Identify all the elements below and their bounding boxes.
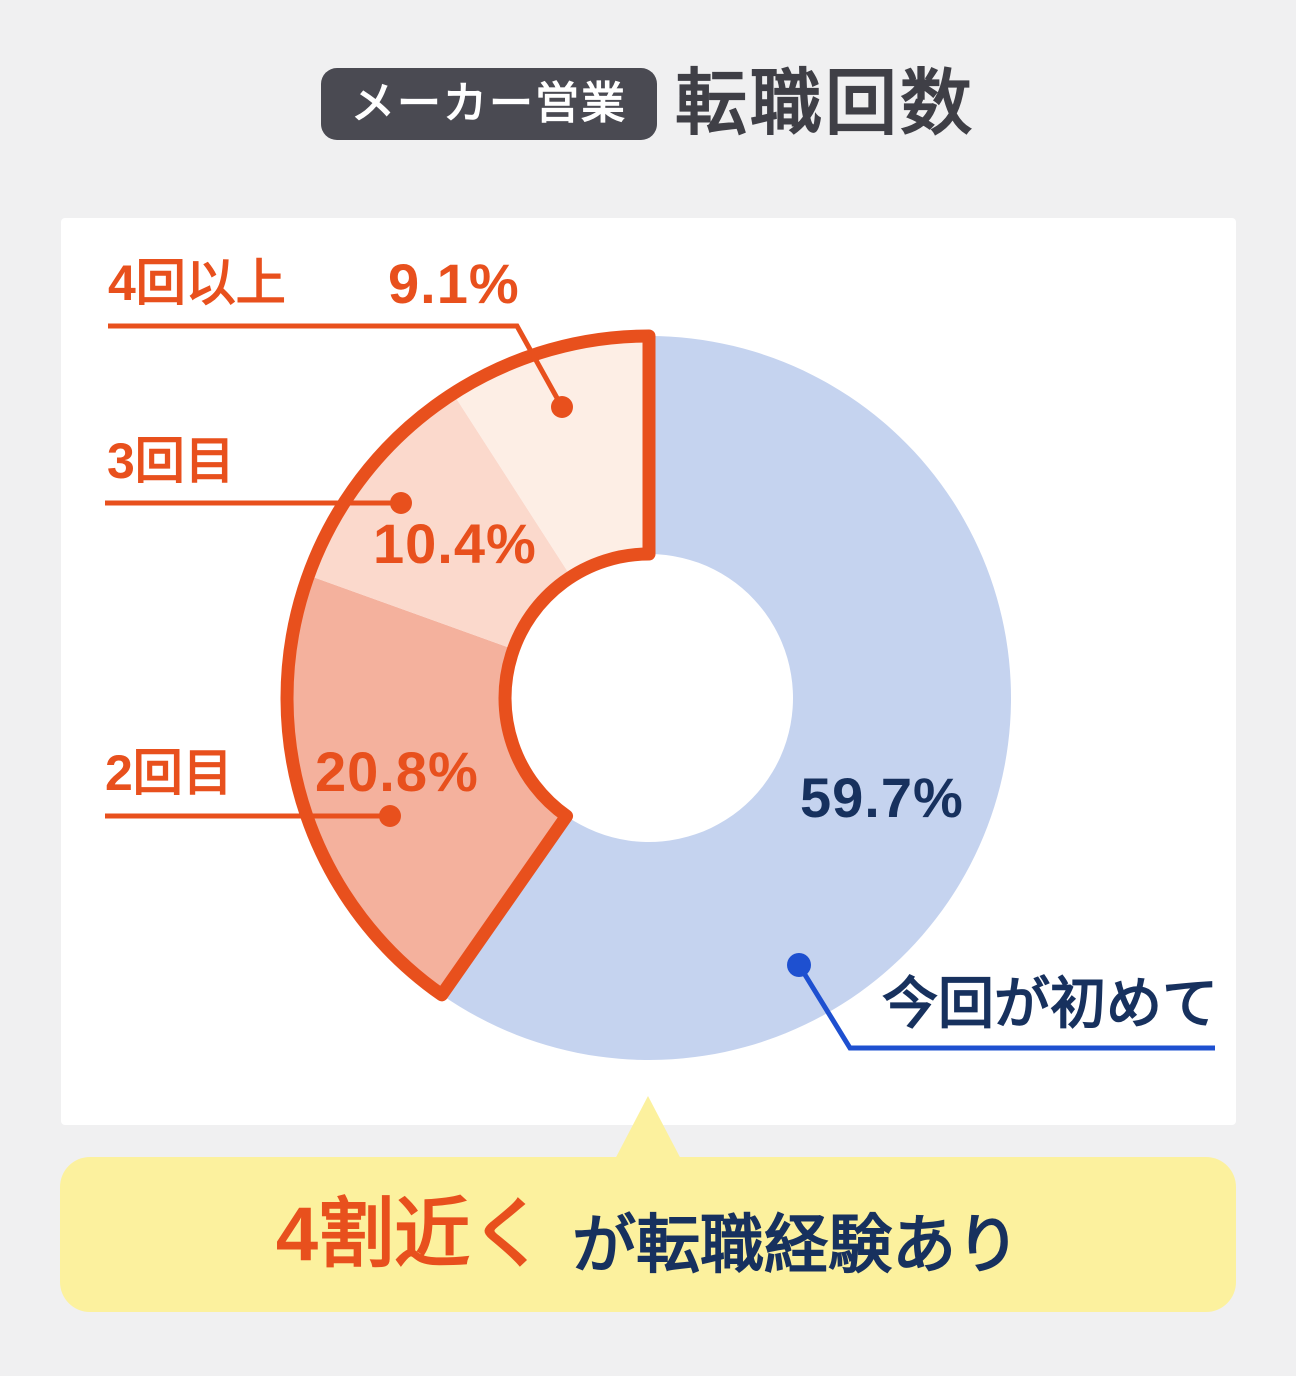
- page-header: メーカー営業 転職回数: [0, 68, 1296, 140]
- callout-highlight-text: 4割近く: [275, 1192, 547, 1277]
- label-fourth: 4回以上: [108, 255, 286, 311]
- label-second: 2回目: [105, 745, 233, 801]
- leader-line-first-time: [796, 963, 1215, 1051]
- callout-pointer: [613, 1096, 683, 1163]
- leader-dot-second: [379, 805, 401, 827]
- leader-dot-first-time: [787, 953, 811, 977]
- label-first-time: 今回が初めて: [882, 972, 1218, 1035]
- leader-line-fourth: [108, 323, 565, 409]
- page-title: 転職回数: [674, 64, 975, 144]
- label-third: 3回目: [107, 433, 235, 489]
- pct-third: 10.4%: [373, 512, 537, 575]
- donut-segment-first-time: [441, 336, 1012, 1060]
- leader-dot-third: [390, 492, 412, 514]
- callout-banner: 4割近く が転職経験あり: [60, 1157, 1236, 1312]
- pct-fourth: 9.1%: [388, 252, 520, 315]
- donut-segment-fourth: [453, 336, 649, 577]
- category-badge: メーカー営業: [320, 68, 657, 140]
- callout-rest-text: が転職経験あり: [572, 1208, 1021, 1281]
- donut-segment-third: [308, 393, 572, 650]
- leader-dot-fourth: [551, 396, 573, 418]
- donut-segment-second: [287, 575, 567, 995]
- pct-second: 20.8%: [315, 740, 479, 803]
- pct-first-time: 59.7%: [800, 766, 964, 829]
- highlight-group-outline: [280, 329, 656, 1002]
